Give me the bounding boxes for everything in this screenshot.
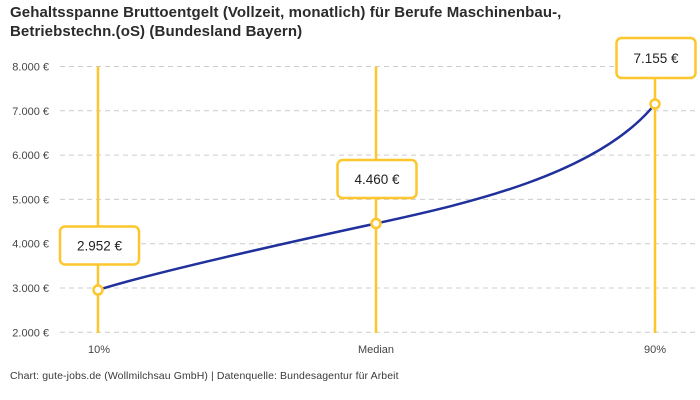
x-axis: 10% Median 90%	[88, 344, 666, 356]
x-tick-label-10pct: 10%	[88, 344, 110, 356]
gridlines	[60, 66, 698, 333]
callout-box-90pct	[615, 36, 697, 80]
x-tick-label-median: Median	[358, 344, 394, 356]
callout-box-10pct	[58, 225, 141, 266]
source-credit: Chart: gute-jobs.de (Wollmilchsau GmbH) …	[10, 370, 399, 382]
chart-title-line2: Betriebstechn.(oS) (Bundesland Bayern)	[10, 22, 303, 40]
y-tick-label: 4.000 €	[12, 239, 49, 251]
y-axis: 8.000 € 7.000 € 6.000 € 5.000 € 4.000 € …	[12, 62, 49, 340]
y-tick-label: 2.000 €	[12, 327, 49, 339]
y-tick-label: 3.000 €	[12, 283, 49, 295]
chart-title-line1: Gehaltsspanne Bruttoentgelt (Vollzeit, m…	[10, 4, 562, 21]
callout-box-median	[336, 158, 418, 200]
data-point-90pct	[649, 98, 661, 110]
data-point-10pct	[92, 284, 104, 296]
y-tick-label: 5.000 €	[12, 194, 49, 206]
y-tick-label: 6.000 €	[12, 150, 49, 162]
data-point-median	[370, 217, 382, 230]
callout-value-90pct: 7.155 €	[633, 51, 679, 66]
callout-value-10pct: 2.952 €	[77, 239, 123, 254]
x-tick-label-90pct: 90%	[644, 344, 666, 356]
callout-value-median: 4.460 €	[354, 172, 400, 187]
y-tick-label: 7.000 €	[12, 106, 49, 118]
data-points	[92, 98, 661, 296]
value-callouts: 2.952 € 4.460 € 7.155 €	[58, 36, 697, 266]
y-tick-label: 8.000 €	[12, 62, 49, 74]
chart-title: Gehaltsspanne Bruttoentgelt (Vollzeit, m…	[10, 4, 670, 41]
